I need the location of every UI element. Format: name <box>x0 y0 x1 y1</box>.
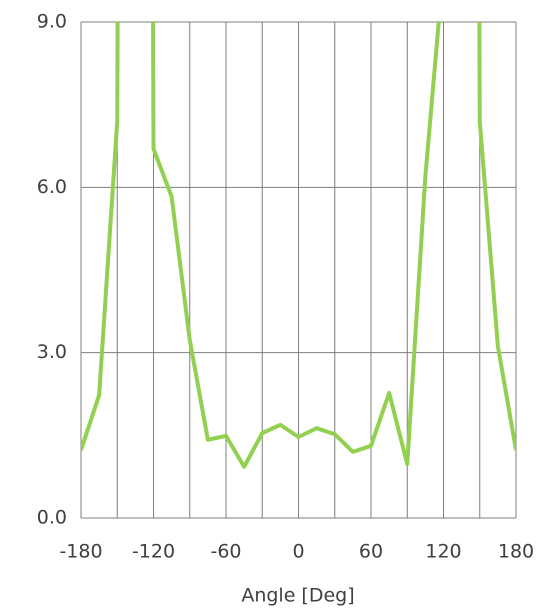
x-axis-title: Angle [Deg] <box>241 585 354 607</box>
data-line <box>81 22 516 469</box>
x-tick-label: 120 <box>425 541 461 563</box>
x-tick-label: 60 <box>359 541 383 563</box>
plot-area <box>81 22 516 469</box>
x-tick-label: 180 <box>498 541 534 563</box>
x-tick-label: -180 <box>59 541 102 563</box>
y-tick-label: 9.0 <box>37 11 67 33</box>
y-tick-label: 0.0 <box>37 507 67 529</box>
x-tick-label: -120 <box>132 541 175 563</box>
y-tick-label: 3.0 <box>37 341 67 363</box>
x-tick-label: 0 <box>292 541 304 563</box>
x-tick-label: -60 <box>210 541 241 563</box>
y-tick-label: 6.0 <box>37 176 67 198</box>
